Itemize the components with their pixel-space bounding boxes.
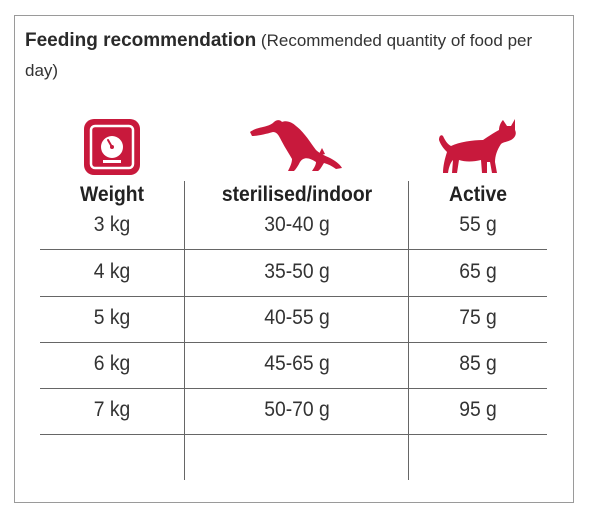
stretching-cat-icon (250, 120, 342, 171)
cell-sterilised: 40-55 g (264, 306, 330, 329)
standing-cat-icon (439, 119, 516, 173)
cell-sterilised: 35-50 g (264, 260, 330, 283)
cell-weight: 7 kg (93, 398, 131, 421)
cell-active: 95 g (459, 398, 497, 421)
scale-icon (84, 119, 140, 175)
cell-active: 55 g (459, 213, 497, 236)
column-header-weight: Weight (79, 183, 145, 206)
row-divider (40, 296, 547, 297)
cell-active: 85 g (459, 352, 497, 375)
row-divider (40, 388, 547, 389)
cell-active: 75 g (459, 306, 497, 329)
heading-title: Feeding recommendation (25, 30, 257, 51)
cell-sterilised: 50-70 g (264, 398, 330, 421)
column-header-active: Active (449, 183, 507, 206)
row-divider (40, 342, 547, 343)
cell-weight: 6 kg (93, 352, 131, 375)
column-divider (184, 181, 185, 480)
row-divider (40, 434, 547, 435)
heading-subtitle: (Recommended quantity of food per day) (25, 31, 533, 80)
column-divider (408, 181, 409, 480)
cell-weight: 4 kg (93, 260, 131, 283)
column-header-sterilised: sterilised/indoor (221, 183, 373, 206)
cell-sterilised: 30-40 g (264, 213, 330, 236)
cell-weight: 3 kg (93, 213, 131, 236)
cell-sterilised: 45-65 g (264, 352, 330, 375)
cell-weight: 5 kg (93, 306, 131, 329)
cell-active: 65 g (459, 260, 497, 283)
row-divider (40, 249, 547, 250)
feeding-card (14, 15, 574, 503)
feeding-heading: Feeding recommendation (Recommended quan… (25, 26, 545, 86)
